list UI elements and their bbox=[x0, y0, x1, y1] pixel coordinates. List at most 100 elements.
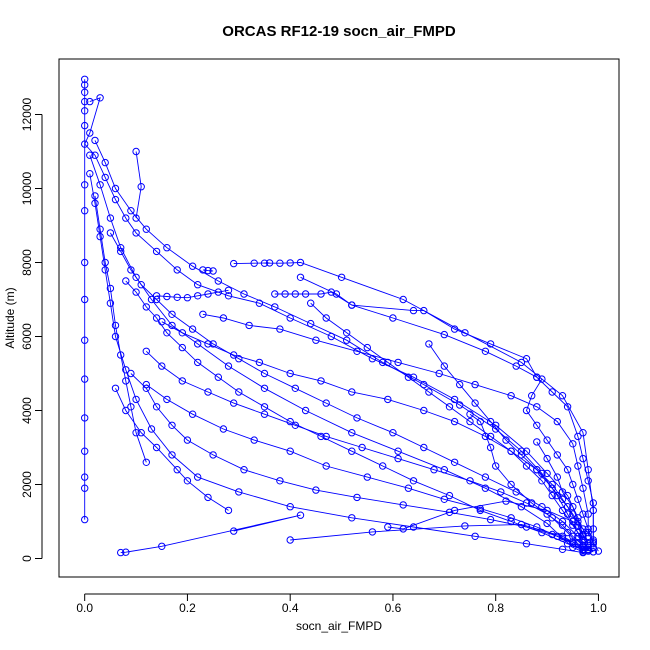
data-point bbox=[456, 380, 464, 389]
data-point bbox=[533, 523, 541, 531]
data-point bbox=[152, 314, 161, 322]
data-point bbox=[219, 314, 228, 322]
series-line bbox=[156, 289, 229, 299]
data-point bbox=[296, 511, 305, 519]
data-point bbox=[569, 532, 577, 540]
data-point bbox=[286, 536, 294, 544]
data-point bbox=[199, 310, 207, 318]
data-point bbox=[276, 477, 284, 485]
data-point bbox=[548, 480, 556, 489]
data-point bbox=[502, 497, 510, 505]
data-point bbox=[594, 547, 603, 555]
data-point bbox=[152, 295, 161, 304]
y-tick-label: 8000 bbox=[20, 249, 34, 276]
data-point bbox=[96, 181, 104, 189]
data-point bbox=[286, 417, 294, 426]
data-point bbox=[111, 321, 120, 330]
data-point bbox=[260, 384, 269, 392]
data-point bbox=[276, 259, 284, 267]
data-point bbox=[409, 477, 418, 485]
data-point bbox=[188, 262, 197, 270]
data-point bbox=[173, 266, 181, 274]
data-point bbox=[86, 151, 94, 159]
data-point bbox=[558, 506, 567, 515]
data-point bbox=[111, 195, 120, 204]
data-point bbox=[307, 319, 315, 328]
data-point bbox=[522, 406, 531, 415]
data-point bbox=[533, 466, 541, 474]
data-point bbox=[91, 151, 99, 159]
plot-frame bbox=[58, 58, 620, 578]
data-point bbox=[132, 229, 140, 237]
data-point bbox=[569, 540, 577, 548]
data-point bbox=[81, 81, 89, 89]
data-point bbox=[569, 510, 577, 518]
data-point bbox=[563, 528, 572, 537]
data-point bbox=[91, 136, 99, 145]
data-point bbox=[183, 436, 192, 444]
data-point bbox=[214, 277, 223, 285]
data-point bbox=[296, 258, 305, 267]
series-line bbox=[469, 413, 589, 551]
series-4 bbox=[86, 151, 587, 556]
data-point bbox=[152, 403, 161, 411]
data-point bbox=[476, 506, 484, 515]
data-point bbox=[214, 288, 223, 296]
data-point bbox=[558, 392, 567, 400]
data-point bbox=[579, 510, 587, 518]
data-point bbox=[522, 447, 531, 455]
data-point bbox=[420, 306, 428, 315]
data-point bbox=[81, 97, 89, 106]
series-line bbox=[290, 524, 594, 553]
data-point bbox=[558, 545, 567, 553]
data-point bbox=[271, 303, 279, 311]
data-point bbox=[111, 184, 120, 193]
data-point bbox=[286, 447, 294, 455]
data-point bbox=[445, 403, 454, 411]
data-point bbox=[430, 466, 438, 474]
series-line bbox=[120, 514, 301, 554]
data-point bbox=[111, 384, 120, 392]
data-point bbox=[86, 170, 94, 178]
data-point bbox=[384, 358, 392, 367]
data-point bbox=[317, 377, 325, 385]
data-point bbox=[327, 288, 335, 296]
series-line bbox=[135, 151, 142, 219]
data-point bbox=[358, 443, 366, 452]
data-point bbox=[81, 414, 89, 422]
data-point bbox=[579, 530, 587, 539]
y-tick-label: 2000 bbox=[20, 471, 34, 498]
data-point bbox=[528, 392, 536, 400]
data-point bbox=[517, 358, 526, 367]
data-point bbox=[81, 447, 89, 455]
data-point bbox=[127, 266, 135, 274]
data-point bbox=[163, 395, 171, 404]
data-point bbox=[250, 259, 258, 267]
data-point bbox=[363, 473, 371, 481]
data-point bbox=[584, 525, 592, 533]
data-point bbox=[173, 293, 181, 301]
data-point bbox=[245, 321, 253, 330]
data-point bbox=[507, 392, 515, 400]
data-point bbox=[481, 484, 490, 492]
plot-series-layer bbox=[81, 75, 603, 557]
data-point bbox=[86, 129, 94, 137]
series-15 bbox=[296, 273, 597, 552]
data-point bbox=[353, 347, 361, 355]
data-point bbox=[117, 247, 125, 256]
data-point bbox=[132, 429, 140, 437]
data-point bbox=[224, 506, 233, 515]
data-point bbox=[450, 506, 459, 515]
series-line bbox=[146, 384, 584, 551]
data-point bbox=[502, 436, 510, 444]
data-point bbox=[384, 523, 392, 531]
series-line bbox=[110, 232, 589, 548]
data-point bbox=[579, 525, 587, 533]
data-point bbox=[81, 336, 89, 344]
data-point bbox=[476, 417, 484, 426]
series-7 bbox=[117, 511, 305, 557]
series-27 bbox=[307, 299, 587, 544]
data-point bbox=[286, 369, 294, 378]
data-point bbox=[574, 517, 582, 526]
data-point bbox=[281, 290, 289, 298]
